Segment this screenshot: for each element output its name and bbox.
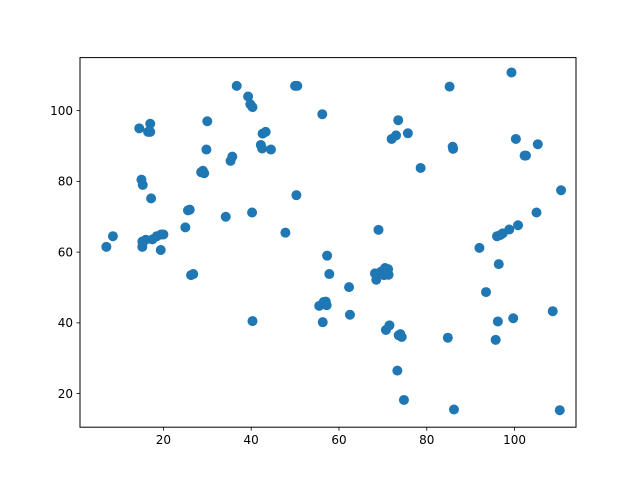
x-tick-label-2: 60: [331, 433, 346, 447]
data-point-79: [448, 404, 459, 415]
data-point-50: [321, 300, 332, 311]
data-point-1: [107, 231, 118, 242]
x-tick-label-3: 80: [419, 433, 434, 447]
data-point-76: [444, 81, 455, 92]
data-point-2: [134, 123, 145, 134]
data-point-96: [532, 139, 543, 150]
data-point-10: [145, 126, 156, 137]
data-point-74: [415, 162, 426, 173]
data-point-14: [155, 245, 166, 255]
data-point-75: [442, 332, 453, 343]
data-point-52: [324, 269, 335, 280]
data-point-80: [474, 242, 485, 253]
data-point-67: [392, 365, 403, 376]
data-point-92: [513, 220, 524, 231]
data-point-19: [184, 204, 195, 215]
data-point-11: [146, 193, 157, 204]
points-layer: [101, 67, 567, 416]
data-point-88: [504, 224, 515, 235]
data-point-99: [556, 185, 567, 196]
data-point-46: [317, 109, 328, 120]
y-tick-label-4: 100: [50, 104, 73, 118]
data-point-89: [506, 67, 517, 78]
data-point-81: [481, 287, 492, 298]
data-point-48: [317, 317, 328, 328]
data-point-64: [383, 264, 394, 275]
x-tick-label-4: 100: [503, 433, 526, 447]
ticks-layer: 20 40 60 80 100 20 40 60 80 100: [50, 104, 526, 447]
data-point-41: [280, 227, 291, 238]
data-point-97: [547, 306, 558, 317]
data-point-95: [531, 207, 542, 218]
data-point-66: [391, 130, 402, 141]
data-point-34: [247, 207, 258, 218]
data-point-43: [292, 80, 303, 91]
y-tick-label-3: 80: [58, 175, 73, 189]
data-point-37: [257, 143, 268, 154]
data-point-51: [322, 250, 333, 261]
data-point-17: [180, 222, 191, 233]
data-point-54: [344, 309, 355, 320]
data-point-78: [448, 143, 459, 154]
data-point-82: [490, 334, 501, 345]
data-point-56: [371, 274, 382, 285]
data-point-40: [265, 144, 276, 155]
data-point-16: [158, 229, 169, 240]
data-point-21: [188, 269, 199, 280]
data-point-57: [373, 224, 384, 235]
data-point-85: [493, 259, 504, 270]
data-point-24: [199, 168, 210, 179]
data-point-0: [101, 241, 112, 252]
data-point-33: [247, 102, 258, 113]
data-point-84: [492, 316, 503, 327]
data-point-94: [520, 150, 531, 161]
data-point-29: [227, 151, 238, 162]
x-tick-label-0: 20: [156, 433, 171, 447]
data-point-53: [344, 282, 355, 293]
data-point-30: [231, 80, 242, 91]
data-point-27: [220, 211, 231, 222]
data-point-4: [137, 179, 148, 190]
data-point-91: [510, 133, 521, 144]
data-point-72: [398, 394, 409, 405]
data-point-25: [201, 144, 212, 155]
data-point-68: [393, 115, 404, 126]
data-point-9: [145, 118, 156, 129]
y-tick-label-0: 20: [58, 387, 73, 401]
data-point-39: [260, 126, 271, 137]
data-point-71: [396, 332, 407, 343]
data-point-73: [402, 128, 413, 139]
data-point-35: [247, 316, 258, 327]
data-point-26: [202, 116, 213, 127]
data-point-90: [508, 313, 519, 324]
data-point-31: [243, 91, 254, 102]
data-point-44: [291, 190, 302, 201]
data-point-63: [384, 320, 395, 331]
y-tick-label-2: 60: [58, 245, 73, 259]
data-point-98: [554, 405, 565, 416]
x-tick-label-1: 40: [244, 433, 259, 447]
plot-frame: [79, 57, 577, 428]
y-tick-label-1: 40: [58, 316, 73, 330]
